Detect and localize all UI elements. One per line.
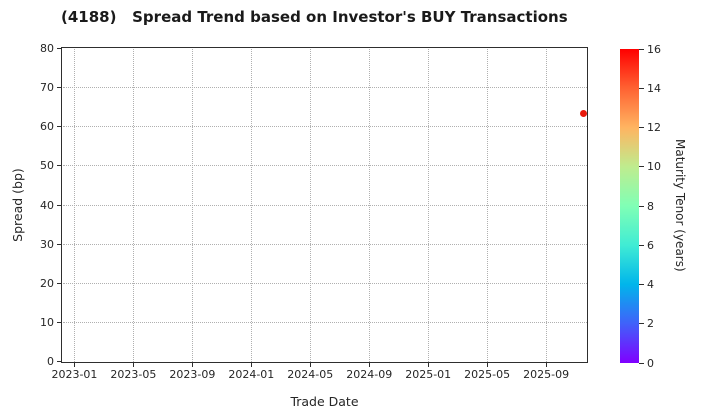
y-tick-label: 20 — [40, 276, 54, 290]
colorbar-tick-label: 14 — [647, 81, 661, 95]
y-tick-mark — [57, 282, 61, 284]
data-point-marker — [580, 110, 588, 118]
x-gridline — [545, 48, 547, 362]
colorbar-tick-label: 10 — [647, 160, 661, 174]
colorbar-tick-label: 0 — [647, 356, 654, 370]
x-tick-label: 2024-09 — [346, 368, 393, 381]
y-tick-mark — [57, 204, 61, 206]
y-tick-mark — [57, 126, 61, 128]
colorbar-tick-label: 6 — [647, 238, 654, 252]
colorbar-tick-label: 4 — [647, 278, 654, 291]
x-gridline — [250, 48, 252, 362]
y-gridline — [62, 126, 587, 128]
x-gridline — [191, 48, 193, 362]
x-gridline — [486, 48, 488, 362]
y-gridline — [62, 321, 587, 323]
y-tick-mark — [57, 87, 61, 89]
x-tick-label: 2025-05 — [464, 368, 511, 381]
y-tick-label: 0 — [47, 355, 54, 368]
colorbar-tick-mark — [639, 205, 644, 207]
x-tick-label: 2023-09 — [169, 368, 216, 381]
x-gridline — [73, 48, 75, 362]
colorbar-tick-label: 16 — [647, 42, 661, 56]
x-tick-mark — [250, 363, 252, 367]
colorbar-gradient — [620, 49, 639, 363]
y-tick-label: 70 — [40, 81, 54, 95]
chart-title: (4188) Spread Trend based on Investor's … — [61, 8, 568, 26]
colorbar-tick-mark — [639, 127, 644, 128]
plot-right-spine — [586, 47, 588, 363]
x-tick-mark — [545, 363, 547, 367]
x-tick-mark — [309, 363, 311, 367]
y-tick-mark — [57, 48, 61, 49]
y-tick-label: 10 — [40, 315, 54, 329]
y-gridline — [62, 282, 587, 284]
y-tick-mark — [57, 165, 61, 167]
x-tick-label: 2023-05 — [110, 368, 157, 381]
x-tick-label: 2024-01 — [228, 368, 275, 381]
x-gridline — [309, 48, 311, 362]
x-tick-mark — [132, 363, 134, 367]
x-tick-label: 2025-01 — [405, 368, 452, 381]
y-tick-label: 50 — [40, 159, 54, 173]
y-gridline — [62, 87, 587, 89]
colorbar-tick-mark — [639, 323, 644, 325]
colorbar-tick-mark — [639, 284, 644, 285]
colorbar-tick-mark — [639, 48, 644, 50]
colorbar-tick-label: 12 — [647, 121, 661, 134]
x-tick-label: 2025-09 — [523, 368, 570, 381]
x-tick-mark — [73, 363, 75, 367]
colorbar-tick-mark — [639, 362, 644, 364]
x-tick-mark — [191, 363, 193, 367]
x-tick-label: 2023-01 — [51, 368, 98, 381]
y-gridline — [62, 243, 587, 245]
x-tick-label: 2024-05 — [287, 368, 334, 381]
y-tick-label: 40 — [40, 198, 54, 212]
x-tick-mark — [368, 363, 370, 367]
x-gridline — [368, 48, 370, 362]
y-gridline — [62, 204, 587, 206]
y-tick-label: 60 — [40, 120, 54, 134]
colorbar-tick-mark — [639, 166, 644, 168]
x-tick-mark — [427, 363, 429, 367]
x-gridline — [132, 48, 134, 362]
x-axis-label: Trade Date — [290, 394, 359, 409]
y-tick-label: 80 — [40, 42, 54, 55]
colorbar-tick-mark — [639, 244, 644, 246]
x-tick-mark — [486, 363, 488, 367]
colorbar-tick-mark — [639, 87, 644, 89]
y-gridline — [62, 165, 587, 167]
colorbar-tick-label: 2 — [647, 317, 654, 331]
y-tick-mark — [57, 243, 61, 245]
colorbar-tick-label: 8 — [647, 199, 654, 213]
y-tick-mark — [57, 361, 61, 362]
colorbar-label: Maturity Tenor (years) — [673, 138, 687, 272]
y-tick-mark — [57, 321, 61, 323]
x-gridline — [427, 48, 429, 362]
y-tick-label: 30 — [40, 237, 54, 251]
